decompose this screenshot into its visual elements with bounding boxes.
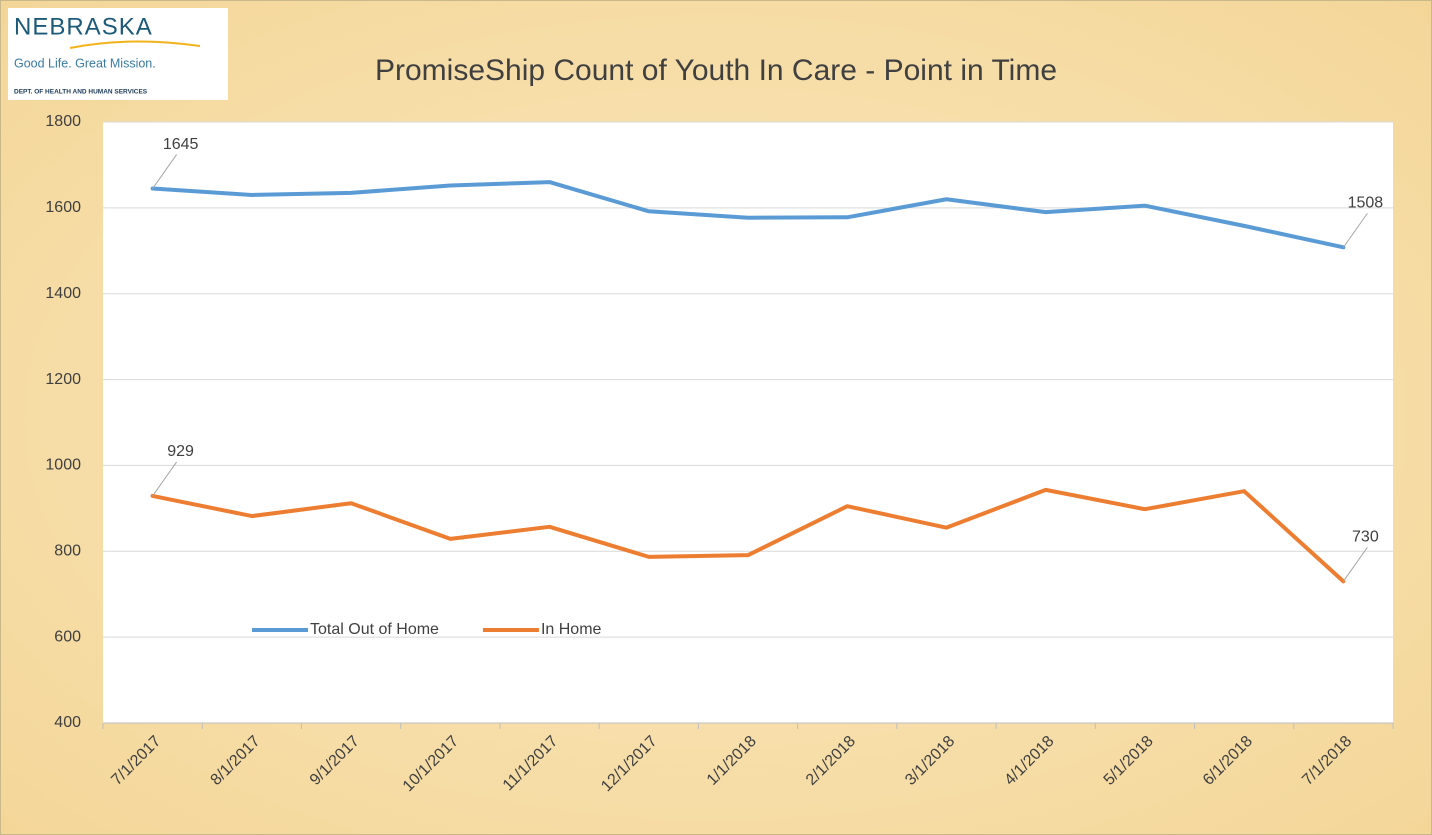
logo-box [8,8,228,100]
leader-line [1342,547,1368,582]
data-label: 929 [167,443,194,460]
y-tick-label: 400 [54,714,81,731]
logo-department: DEPT. OF HEALTH AND HUMAN SERVICES [14,89,148,96]
logo-swoosh [69,40,201,49]
logo-tagline: Good Life. Great Mission. [14,56,156,70]
y-tick-label: 1600 [45,199,81,216]
legend-label: Total Out of Home [310,621,439,638]
data-label: 730 [1352,529,1379,546]
logo-name: NEBRASKA [14,13,153,40]
y-tick-label: 1400 [45,285,81,302]
y-tick-label: 1000 [45,457,81,474]
leader-line [1342,213,1368,248]
line-series [150,180,1346,250]
y-tick-label: 600 [54,628,81,645]
y-tick-label: 1800 [45,113,81,130]
leader-line [152,154,178,189]
plot-area [103,122,1393,723]
legend-label: In Home [541,621,602,638]
leader-line [152,461,178,497]
data-label: 1645 [163,136,199,153]
line-series [150,487,1346,584]
chart-title: PromiseShip Count of Youth In Care - Poi… [375,54,1057,87]
y-tick-label: 800 [54,543,81,560]
data-label: 1508 [1348,195,1384,212]
y-tick-label: 1200 [45,371,81,388]
